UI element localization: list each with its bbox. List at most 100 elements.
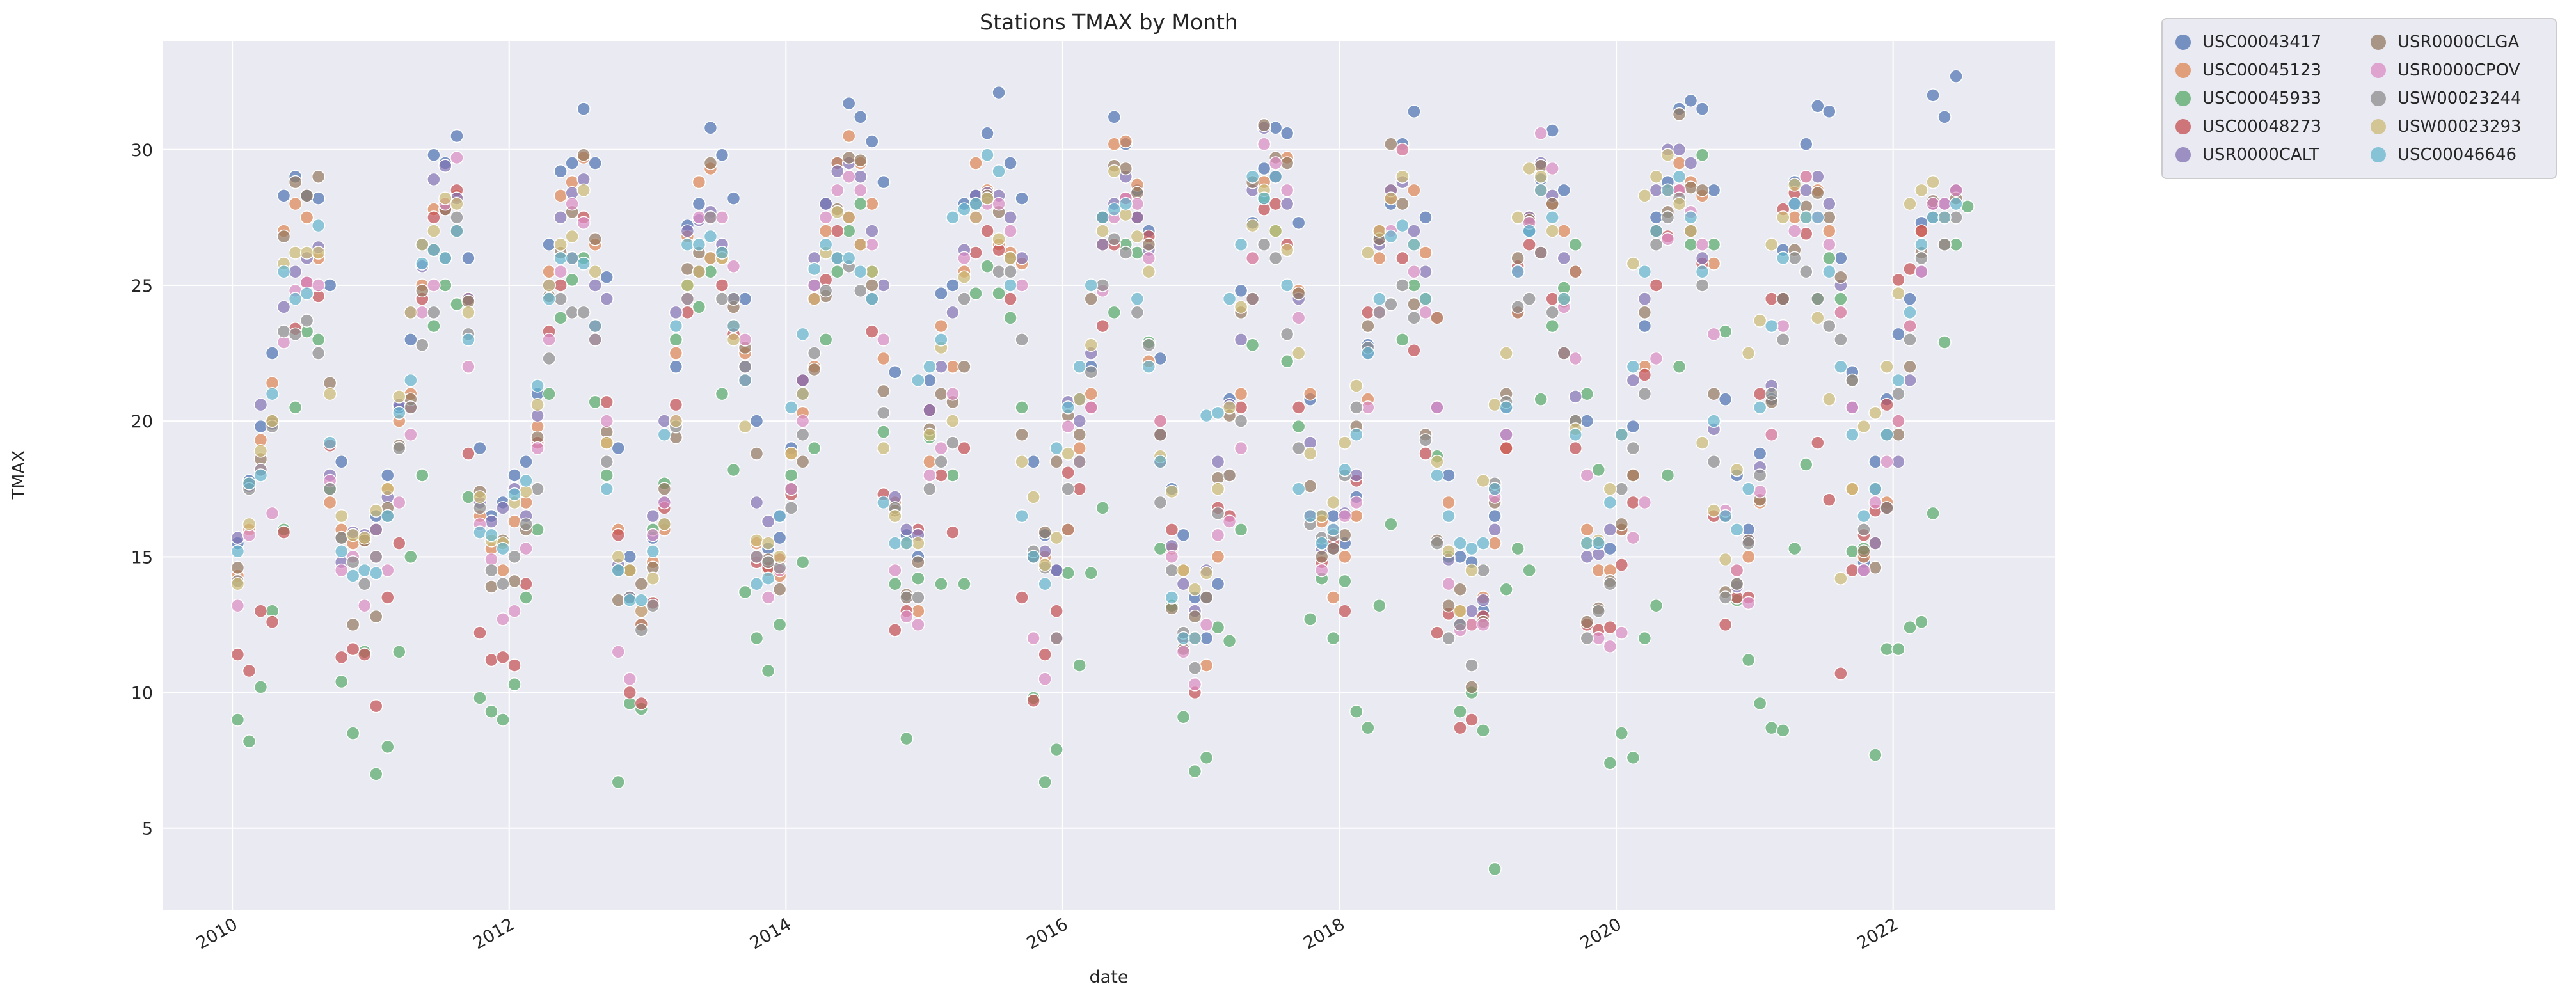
data-point xyxy=(1649,210,1664,225)
data-point xyxy=(1660,232,1675,246)
data-point xyxy=(854,237,868,252)
data-point xyxy=(784,447,799,461)
data-point xyxy=(1488,862,1502,876)
data-point xyxy=(230,598,245,613)
data-point xyxy=(1891,286,1905,301)
data-point xyxy=(1476,473,1490,488)
data-point xyxy=(1626,373,1641,388)
data-point xyxy=(415,283,429,298)
data-point xyxy=(900,731,914,746)
data-point xyxy=(1349,704,1364,718)
data-point xyxy=(969,210,983,225)
data-point xyxy=(1741,596,1756,610)
data-point xyxy=(253,468,268,482)
data-point xyxy=(1015,278,1029,292)
data-point xyxy=(1176,631,1191,646)
data-point xyxy=(1822,104,1836,119)
data-point xyxy=(692,210,706,225)
data-point xyxy=(749,495,764,510)
data-point xyxy=(865,224,879,238)
data-point xyxy=(427,305,441,320)
data-point xyxy=(1603,620,1618,635)
data-point xyxy=(900,609,914,624)
data-point xyxy=(1695,183,1710,198)
data-point xyxy=(1234,237,1248,252)
data-point xyxy=(1488,536,1502,550)
data-point xyxy=(1326,631,1340,646)
data-point xyxy=(877,175,891,189)
data-point xyxy=(669,360,683,374)
data-point xyxy=(1926,506,1940,521)
data-point xyxy=(1084,386,1098,401)
data-point xyxy=(322,482,337,496)
data-point xyxy=(772,530,787,545)
data-point xyxy=(1776,724,1790,738)
data-point xyxy=(1453,550,1467,564)
data-point xyxy=(1361,400,1375,415)
data-point xyxy=(1799,183,1813,198)
data-point xyxy=(703,251,718,265)
data-point xyxy=(1534,126,1548,141)
data-point xyxy=(692,264,706,279)
data-point xyxy=(1914,251,1928,265)
data-point xyxy=(1015,191,1029,205)
data-point xyxy=(1107,137,1122,152)
data-point xyxy=(1419,447,1433,461)
data-point xyxy=(322,386,337,401)
data-point xyxy=(1614,626,1629,640)
data-point xyxy=(1349,427,1364,442)
data-point xyxy=(1914,615,1928,629)
data-point xyxy=(1868,536,1882,550)
data-point xyxy=(265,506,280,521)
data-point xyxy=(1003,264,1017,279)
data-point xyxy=(1637,495,1652,510)
data-point xyxy=(1534,183,1548,198)
data-point xyxy=(1338,574,1352,589)
data-point xyxy=(1868,560,1882,575)
data-point xyxy=(911,617,925,632)
data-point xyxy=(818,210,833,225)
data-point xyxy=(1706,327,1721,342)
data-point xyxy=(1268,156,1283,170)
data-point xyxy=(392,406,406,420)
data-point xyxy=(1695,237,1710,252)
data-point xyxy=(415,257,429,271)
data-point xyxy=(1303,386,1317,401)
data-point xyxy=(1695,148,1710,162)
data-point xyxy=(1857,523,1871,537)
data-point xyxy=(946,386,960,401)
data-point xyxy=(830,164,845,178)
data-point xyxy=(1614,558,1629,572)
data-point xyxy=(1834,333,1848,347)
data-point xyxy=(634,577,649,591)
data-point xyxy=(1637,292,1652,306)
data-point xyxy=(1395,170,1410,184)
data-point xyxy=(1384,297,1398,312)
data-point xyxy=(1591,563,1606,578)
data-point xyxy=(1753,696,1767,711)
data-point xyxy=(1211,482,1225,496)
data-point xyxy=(795,427,810,442)
data-point xyxy=(703,156,718,170)
data-point xyxy=(1764,427,1779,442)
data-point xyxy=(1291,286,1306,301)
legend-label: USW00023244 xyxy=(2397,89,2522,108)
data-point xyxy=(1891,273,1905,287)
data-point xyxy=(1580,386,1594,401)
data-point xyxy=(1049,742,1063,757)
data-point xyxy=(1130,196,1145,211)
data-point xyxy=(1614,517,1629,532)
data-point xyxy=(404,400,418,415)
data-point xyxy=(877,495,891,510)
data-point xyxy=(957,360,971,374)
data-point xyxy=(854,264,868,279)
data-point xyxy=(830,224,845,238)
data-point xyxy=(841,210,856,225)
data-point xyxy=(427,210,441,225)
data-point xyxy=(1245,218,1260,233)
data-point xyxy=(1153,414,1168,428)
data-point xyxy=(934,286,948,301)
data-point xyxy=(1361,346,1375,360)
data-point xyxy=(1937,237,1952,252)
data-point xyxy=(1407,278,1421,292)
